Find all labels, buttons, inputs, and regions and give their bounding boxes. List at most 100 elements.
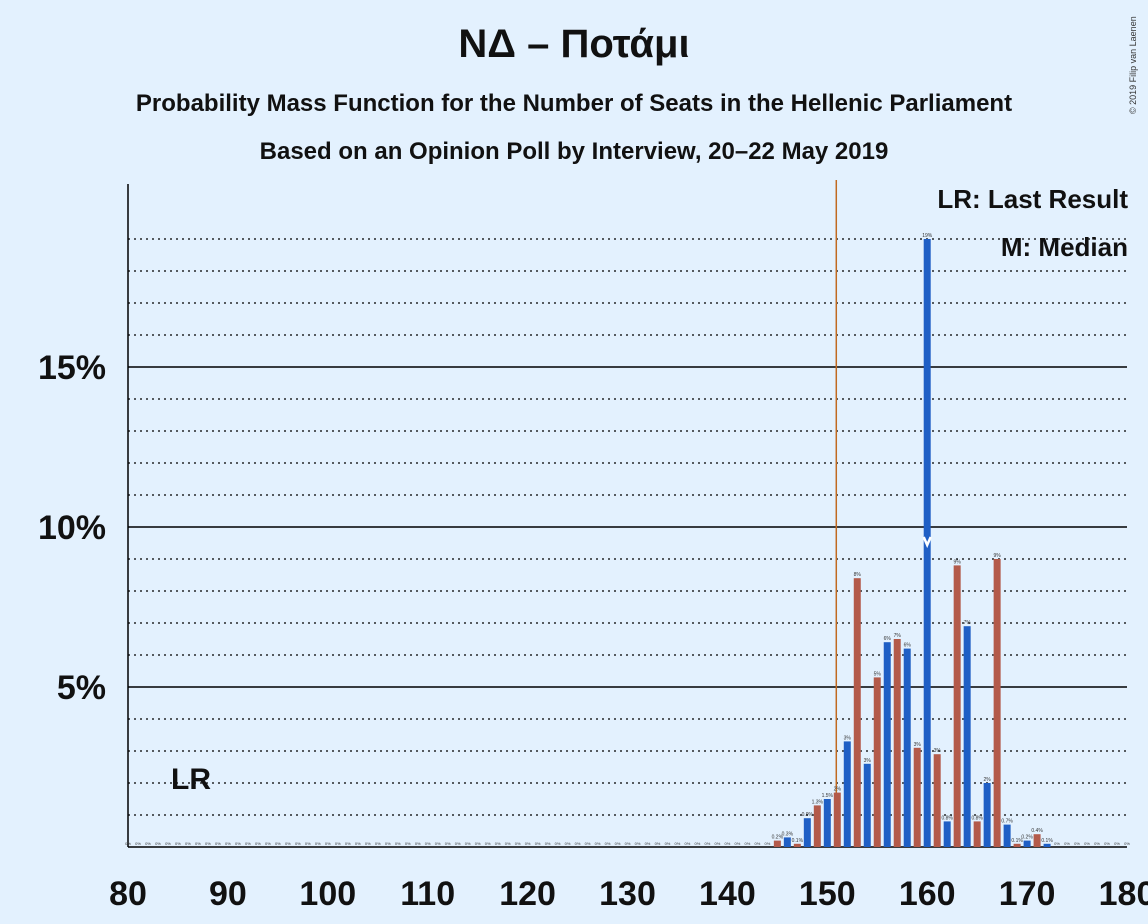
zero-label: 0%	[375, 841, 381, 846]
bar-label-seat-169: 0.1%	[1011, 838, 1023, 844]
bar-label-seat-149: 1.3%	[812, 799, 824, 805]
bar-seat-166	[983, 783, 991, 847]
zero-label: 0%	[485, 841, 491, 846]
zero-label: 0%	[405, 841, 411, 846]
y-tick-label: 5%	[57, 669, 106, 707]
bar-seat-157	[893, 639, 901, 847]
x-tick-label: 180	[1099, 875, 1148, 913]
x-tick-label: 90	[209, 875, 247, 913]
zero-label: 0%	[195, 841, 201, 846]
zero-label: 0%	[345, 841, 351, 846]
x-tick-label: 160	[899, 875, 956, 913]
zero-label: 0%	[525, 841, 531, 846]
x-tick-label: 80	[109, 875, 147, 913]
zero-label: 0%	[675, 841, 681, 846]
zero-label: 0%	[445, 841, 451, 846]
zero-label: 0%	[565, 841, 571, 846]
bar-seat-153	[853, 578, 861, 847]
bar-seat-147	[793, 843, 801, 847]
bar-label-seat-150: 1.5%	[822, 793, 834, 799]
zero-label: 0%	[295, 841, 301, 846]
x-tick-label: 150	[799, 875, 856, 913]
bar-label-seat-161: 3%	[934, 748, 942, 754]
bar-seat-149	[813, 805, 821, 847]
zero-label: 0%	[265, 841, 271, 846]
zero-label: 0%	[415, 841, 421, 846]
bar-label-seat-168: 0.7%	[1001, 819, 1013, 825]
bar-seat-150	[823, 799, 831, 847]
bar-seat-164	[963, 626, 971, 847]
zero-label: 0%	[145, 841, 151, 846]
zero-label: 0%	[665, 841, 671, 846]
bar-label-seat-147: 0.1%	[792, 838, 804, 844]
bar-seat-162	[943, 821, 951, 847]
zero-label: 0%	[315, 841, 321, 846]
zero-label: 0%	[1104, 841, 1110, 846]
bar-label-seat-171: 0.4%	[1031, 828, 1043, 834]
bar-label-seat-172: 0.1%	[1041, 838, 1053, 844]
zero-label: 0%	[605, 841, 611, 846]
zero-label: 0%	[335, 841, 341, 846]
zero-label: 0%	[715, 841, 721, 846]
bar-seat-169	[1013, 843, 1021, 847]
zero-label: 0%	[1074, 841, 1080, 846]
bar-seat-159	[913, 747, 921, 847]
bar-label-seat-145: 0.2%	[772, 835, 784, 841]
zero-label: 0%	[655, 841, 661, 846]
zero-label: 0%	[505, 841, 511, 846]
zero-label: 0%	[535, 841, 541, 846]
zero-label: 0%	[734, 841, 740, 846]
bar-seat-148	[803, 818, 811, 847]
zero-label: 0%	[425, 841, 431, 846]
bar-seat-154	[863, 763, 871, 847]
zero-label: 0%	[385, 841, 391, 846]
zero-label: 0%	[475, 841, 481, 846]
bar-seat-161	[933, 754, 941, 847]
zero-label: 0%	[285, 841, 291, 846]
zero-label: 0%	[255, 841, 261, 846]
zero-label: 0%	[1054, 841, 1060, 846]
bar-seat-151	[833, 792, 841, 847]
zero-label: 0%	[165, 841, 171, 846]
bar-seat-172	[1043, 843, 1051, 847]
chart-subtitle: Probability Mass Function for the Number…	[135, 90, 1013, 117]
bar-label-seat-158: 6%	[904, 643, 912, 649]
bar-label-seat-159: 3%	[914, 742, 922, 748]
zero-label: 0%	[585, 841, 591, 846]
zero-label: 0%	[325, 841, 331, 846]
x-tick-label: 170	[999, 875, 1056, 913]
zero-label: 0%	[465, 841, 471, 846]
zero-label: 0%	[305, 841, 311, 846]
zero-label: 0%	[515, 841, 521, 846]
bar-seat-156	[883, 642, 891, 847]
bar-label-seat-153: 8%	[854, 572, 862, 578]
zero-label: 0%	[185, 841, 191, 846]
bar-seat-167	[993, 559, 1001, 847]
bar-seat-152	[843, 741, 851, 847]
x-tick-label: 140	[699, 875, 756, 913]
zero-label: 0%	[705, 841, 711, 846]
zero-label: 0%	[545, 841, 551, 846]
bar-seat-146	[783, 837, 791, 847]
zero-label: 0%	[1114, 841, 1120, 846]
zero-label: 0%	[635, 841, 641, 846]
bar-seat-158	[903, 648, 911, 847]
bar-seat-171	[1033, 834, 1041, 847]
zero-label: 0%	[555, 841, 561, 846]
zero-label: 0%	[355, 841, 361, 846]
zero-label: 0%	[175, 841, 181, 846]
zero-label: 0%	[744, 841, 750, 846]
x-tick-label: 100	[299, 875, 356, 913]
zero-label: 0%	[455, 841, 461, 846]
zero-label: 0%	[1084, 841, 1090, 846]
bar-seat-168	[1003, 824, 1011, 847]
median-marker	[922, 536, 932, 549]
zero-label: 0%	[365, 841, 371, 846]
zero-label: 0%	[275, 841, 281, 846]
zero-label: 0%	[725, 841, 731, 846]
zero-label: 0%	[575, 841, 581, 846]
legend-median: M: Median	[1000, 232, 1128, 262]
bar-label-seat-167: 9%	[994, 553, 1002, 559]
zero-label: 0%	[495, 841, 501, 846]
